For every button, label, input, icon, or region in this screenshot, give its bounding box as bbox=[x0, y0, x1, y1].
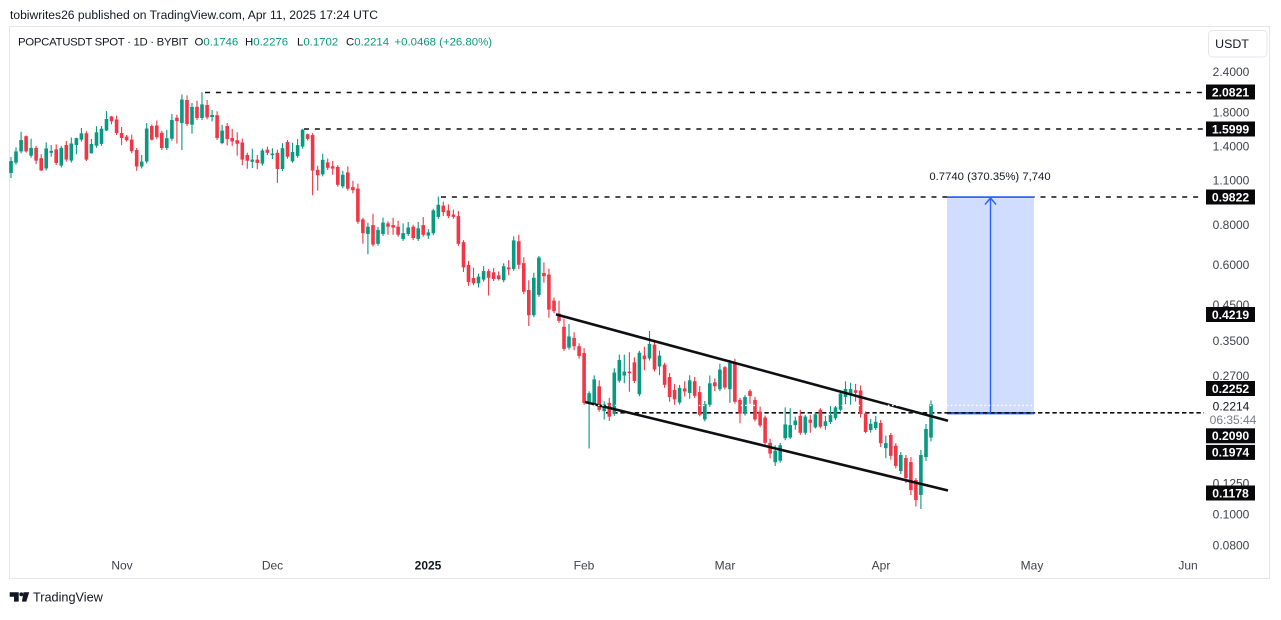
svg-text:0.7740 (370.35%) 7,740: 0.7740 (370.35%) 7,740 bbox=[929, 171, 1050, 183]
svg-text:1.1000: 1.1000 bbox=[1213, 174, 1250, 188]
svg-text:USDT: USDT bbox=[1215, 37, 1249, 51]
svg-text:0.1178: 0.1178 bbox=[1212, 486, 1249, 500]
svg-text:Feb: Feb bbox=[574, 559, 595, 573]
svg-text:0.0800: 0.0800 bbox=[1213, 539, 1250, 553]
svg-text:May: May bbox=[1021, 559, 1044, 573]
svg-text:1.8000: 1.8000 bbox=[1213, 106, 1250, 120]
svg-text:0.9822: 0.9822 bbox=[1212, 190, 1249, 204]
svg-text:0.2090: 0.2090 bbox=[1212, 429, 1249, 443]
svg-text:0.3500: 0.3500 bbox=[1213, 334, 1250, 348]
svg-text:Dec: Dec bbox=[262, 559, 283, 573]
svg-text:Nov: Nov bbox=[111, 559, 132, 573]
svg-text:0.2214: 0.2214 bbox=[1213, 400, 1250, 414]
svg-text:0.1974: 0.1974 bbox=[1212, 446, 1249, 460]
svg-text:Jun: Jun bbox=[1178, 559, 1197, 573]
svg-text:tobiwrites26 published on Trad: tobiwrites26 published on TradingView.co… bbox=[10, 8, 378, 22]
svg-text:1.4000: 1.4000 bbox=[1213, 140, 1250, 154]
svg-text:0.6000: 0.6000 bbox=[1213, 258, 1250, 272]
svg-text:0.4219: 0.4219 bbox=[1212, 308, 1249, 322]
svg-text:0.1000: 0.1000 bbox=[1213, 508, 1250, 522]
svg-text:1.5999: 1.5999 bbox=[1212, 122, 1249, 136]
svg-text:0.2252: 0.2252 bbox=[1212, 382, 1249, 396]
svg-text:2025: 2025 bbox=[415, 559, 442, 573]
svg-text:POPCATUSDT SPOT · 1D · BYBIT: POPCATUSDT SPOT · 1D · BYBIT bbox=[18, 37, 188, 49]
svg-text:Mar: Mar bbox=[715, 559, 736, 573]
svg-text:06:35:44: 06:35:44 bbox=[1210, 413, 1257, 427]
svg-text:2.0821: 2.0821 bbox=[1212, 85, 1249, 99]
svg-text:0.2700: 0.2700 bbox=[1213, 369, 1250, 383]
svg-text:2.4000: 2.4000 bbox=[1213, 65, 1250, 79]
svg-text:Apr: Apr bbox=[872, 559, 891, 573]
svg-text:0.8000: 0.8000 bbox=[1213, 218, 1250, 232]
svg-text:TradingView: TradingView bbox=[33, 591, 104, 605]
